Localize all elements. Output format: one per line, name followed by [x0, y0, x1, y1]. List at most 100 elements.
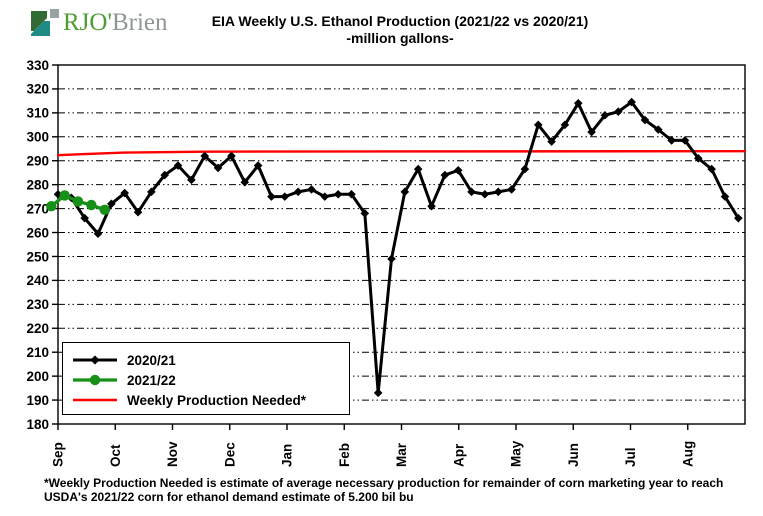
y-tick-label-300: 300: [26, 130, 49, 145]
data-point: [320, 192, 330, 201]
rjobrien-logo-text: RJO'Brien: [63, 9, 168, 37]
x-tick-label-Nov: Nov: [165, 441, 180, 467]
y-tick-label-210: 210: [26, 345, 49, 360]
data-point: [373, 388, 383, 398]
series-2021-22: [46, 190, 110, 215]
data-point: [227, 151, 236, 161]
y-tick-label-200: 200: [26, 369, 49, 384]
y-tick-label-220: 220: [26, 321, 49, 336]
data-point: [59, 190, 70, 201]
data-point: [507, 185, 516, 194]
data-point: [734, 213, 743, 223]
data-point: [493, 187, 503, 197]
data-point: [640, 115, 650, 125]
rjobrien-logo-icon: [31, 9, 59, 36]
legend-line-2020-21-icon: [73, 355, 117, 365]
logo-text-rjo: RJO': [63, 9, 112, 36]
x-tick-label-Sep: Sep: [51, 442, 66, 467]
data-point: [93, 229, 103, 239]
data-point: [80, 213, 89, 223]
legend-label-2020-21: 2020/21: [127, 352, 176, 368]
y-tick-label-240: 240: [26, 273, 49, 288]
y-tick-label-320: 320: [26, 82, 49, 97]
data-point: [547, 137, 556, 146]
y-tick-label-270: 270: [26, 201, 49, 216]
y-tick-label-230: 230: [26, 297, 49, 312]
data-point: [240, 177, 250, 187]
data-point: [573, 98, 583, 108]
data-point: [99, 204, 110, 215]
data-point: [253, 161, 263, 170]
chart-title: EIA Weekly U.S. Ethanol Production (2021…: [130, 13, 670, 47]
data-point: [520, 164, 530, 174]
chart-title-line2: -million gallons-: [346, 30, 454, 46]
data-point: [387, 254, 396, 264]
x-tick-label-Apr: Apr: [451, 443, 466, 467]
data-point: [333, 189, 343, 199]
data-point: [187, 175, 196, 185]
legend-item-2021-22: 2021/22: [72, 370, 349, 390]
series-weekly-production-needed: [56, 149, 747, 157]
x-tick-label-Mar: Mar: [394, 442, 409, 467]
data-point: [680, 136, 690, 145]
data-point: [627, 97, 636, 107]
x-tick-label-Jan: Jan: [280, 444, 295, 467]
data-point: [707, 164, 716, 174]
x-tick-label-Jul: Jul: [623, 447, 638, 467]
chart-legend: 2020/21 2021/22 Weekly Production Needed…: [62, 342, 350, 415]
series-2020-21: [53, 97, 743, 398]
data-point: [347, 189, 356, 199]
data-point: [480, 189, 490, 199]
data-point: [360, 209, 370, 218]
data-point: [720, 192, 730, 201]
data-point: [440, 170, 450, 180]
data-point: [133, 207, 143, 217]
data-point: [413, 164, 423, 174]
x-tick-label-Feb: Feb: [337, 443, 352, 467]
x-tick-label-Oct: Oct: [108, 444, 123, 467]
legend-item-2020-21: 2020/21: [72, 350, 349, 370]
data-point: [53, 189, 63, 199]
data-point: [120, 188, 129, 198]
y-tick-label-280: 280: [26, 177, 49, 192]
data-point: [147, 187, 156, 197]
legend-label-weekly-production-needed: Weekly Production Needed*: [127, 392, 307, 408]
data-point: [400, 187, 410, 197]
x-tick-label-Aug: Aug: [680, 441, 695, 467]
legend-item-weekly-production-needed: Weekly Production Needed*: [72, 390, 349, 410]
data-point: [667, 136, 676, 145]
x-tick-label-Jun: Jun: [566, 443, 581, 467]
y-tick-label-180: 180: [26, 417, 49, 432]
data-point: [107, 199, 116, 209]
data-point: [72, 196, 84, 207]
data-point: [86, 199, 97, 211]
legend-line-weekly-production-needed-icon: [73, 398, 117, 402]
data-point: [293, 187, 303, 197]
legend-line-2021-22-icon: [73, 374, 117, 386]
data-point: [427, 201, 436, 211]
data-point: [694, 154, 703, 163]
footnote: *Weekly Production Needed is estimate of…: [44, 476, 724, 504]
data-point: [307, 185, 316, 194]
y-tick-label-250: 250: [26, 249, 49, 264]
data-point: [453, 166, 463, 175]
data-point: [173, 161, 183, 170]
logo-text-obrien: Brien: [111, 9, 168, 36]
y-tick-label-330: 330: [26, 58, 49, 73]
y-tick-label-290: 290: [26, 154, 49, 169]
data-point: [280, 192, 290, 201]
data-point: [587, 127, 596, 137]
y-tick-label-190: 190: [26, 393, 49, 408]
data-point: [613, 107, 623, 116]
data-point: [160, 170, 170, 180]
x-tick-label-May: May: [509, 440, 524, 467]
chart-title-line1: EIA Weekly U.S. Ethanol Production (2021…: [211, 13, 589, 29]
data-point: [467, 187, 476, 197]
y-tick-label-260: 260: [26, 225, 49, 240]
data-point: [267, 192, 276, 201]
data-point: [200, 151, 210, 161]
data-point: [600, 110, 610, 120]
data-point: [533, 120, 543, 130]
data-point: [653, 125, 663, 134]
